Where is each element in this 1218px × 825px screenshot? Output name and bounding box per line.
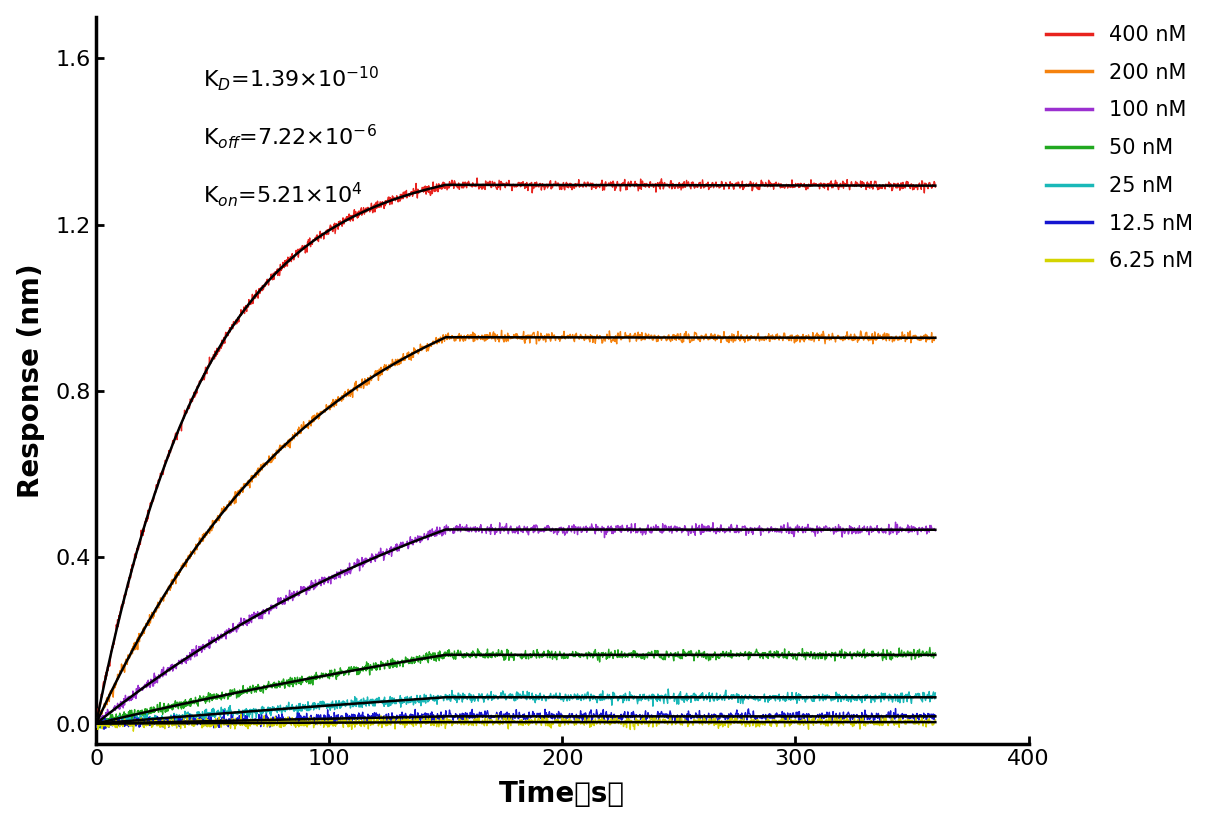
X-axis label: Time（s）: Time（s） xyxy=(499,780,625,808)
Legend: 400 nM, 200 nM, 100 nM, 50 nM, 25 nM, 12.5 nM, 6.25 nM: 400 nM, 200 nM, 100 nM, 50 nM, 25 nM, 12… xyxy=(1038,16,1201,280)
Text: K$_D$=1.39×10$^{-10}$: K$_D$=1.39×10$^{-10}$ xyxy=(203,64,380,92)
Text: K$_{on}$=5.21×10$^{4}$: K$_{on}$=5.21×10$^{4}$ xyxy=(203,181,363,210)
Text: K$_{off}$=7.22×10$^{-6}$: K$_{off}$=7.22×10$^{-6}$ xyxy=(203,122,378,151)
Y-axis label: Response (nm): Response (nm) xyxy=(17,263,45,497)
